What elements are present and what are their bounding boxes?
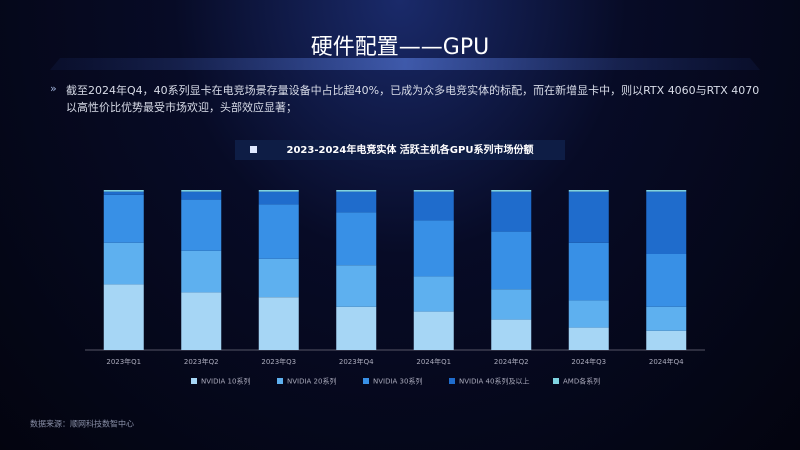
bar-segment xyxy=(336,306,377,350)
x-tick-label: 2023年Q2 xyxy=(184,357,219,366)
bar-segment xyxy=(491,190,532,192)
bar-segment xyxy=(568,300,609,328)
legend-label: NVIDIA 20系列 xyxy=(287,377,336,386)
legend-swatch xyxy=(191,378,197,384)
legend-label: NVIDIA 40系列及以上 xyxy=(459,377,529,386)
x-tick-label: 2023年Q1 xyxy=(106,357,141,366)
bar-segment xyxy=(646,254,687,307)
bar-segment xyxy=(181,190,222,192)
x-tick-label: 2023年Q3 xyxy=(261,357,296,366)
legend-swatch xyxy=(363,378,369,384)
legend-swatch xyxy=(553,378,559,384)
x-tick-label: 2023年Q4 xyxy=(339,357,374,366)
legend-label: NVIDIA 10系列 xyxy=(201,377,250,386)
bar-segment xyxy=(491,289,532,320)
x-tick-label: 2024年Q3 xyxy=(571,357,606,366)
chart-title-icon xyxy=(250,146,257,153)
legend-label: AMD各系列 xyxy=(563,377,600,386)
bar-segment xyxy=(258,191,299,205)
bar-segment xyxy=(103,190,144,192)
bar-segment xyxy=(413,191,454,221)
bar-segment xyxy=(413,190,454,192)
bullet-text: 截至2024年Q4，40系列显卡在电竞场景存量设备中占比超40%，已成为众多电竞… xyxy=(66,84,760,114)
bar-segment xyxy=(181,199,222,251)
bar-segment xyxy=(336,265,377,307)
legend-swatch xyxy=(277,378,283,384)
bar-segment xyxy=(413,220,454,277)
bar-segment xyxy=(491,191,532,232)
bar-segment xyxy=(103,284,144,350)
bar-segment xyxy=(103,242,144,285)
bar-segment xyxy=(181,250,222,293)
bar-segment xyxy=(258,204,299,259)
bar-segment xyxy=(646,330,687,350)
bar-segment xyxy=(491,319,532,350)
bar-segment xyxy=(491,231,532,290)
bar-segment xyxy=(181,292,222,350)
bar-segment xyxy=(181,191,222,200)
bullet-mark: » xyxy=(50,82,57,95)
bar-segment xyxy=(258,190,299,192)
bar-segment xyxy=(336,212,377,266)
title-underline xyxy=(50,58,760,70)
chart-title: 2023-2024年电竞实体 活跃主机各GPU系列市场份额 xyxy=(287,143,534,156)
bar-segment xyxy=(568,242,609,301)
bar-segment xyxy=(568,191,609,243)
bar-segment xyxy=(646,306,687,331)
bar-segment xyxy=(568,190,609,192)
slide-title: 硬件配置——GPU xyxy=(311,35,489,60)
x-tick-label: 2024年Q2 xyxy=(494,357,529,366)
x-tick-label: 2024年Q4 xyxy=(649,357,684,366)
chart-title-box xyxy=(235,140,565,160)
x-tick-label: 2024年Q1 xyxy=(416,357,451,366)
bar-segment xyxy=(103,191,144,195)
bar-segment xyxy=(413,311,454,350)
bar-segment xyxy=(413,276,454,312)
bar-segment xyxy=(336,190,377,192)
legend-swatch xyxy=(449,378,455,384)
legend-label: NVIDIA 30系列 xyxy=(373,377,422,386)
bar-segment xyxy=(646,191,687,254)
bar-segment xyxy=(258,258,299,298)
bar-segment xyxy=(258,297,299,350)
bar-segment xyxy=(103,194,144,243)
bar-segment xyxy=(568,327,609,350)
bar-segment xyxy=(336,191,377,213)
source: 数据来源：顺网科技数智中心 xyxy=(30,419,134,429)
bar-segment xyxy=(646,190,687,192)
